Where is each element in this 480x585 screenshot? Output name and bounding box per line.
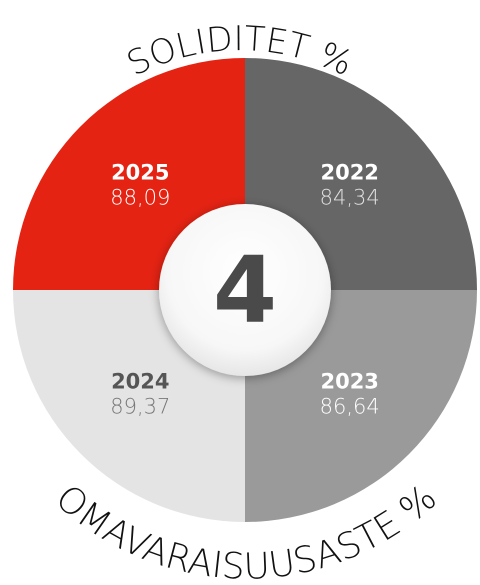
segment-label-2024: 2024 bbox=[111, 370, 169, 394]
center-number: 4 bbox=[213, 237, 277, 344]
segment-value-2022: 84,34 bbox=[320, 185, 380, 209]
segment-value-2024: 89,37 bbox=[110, 395, 170, 419]
segment-label-2023: 2023 bbox=[320, 370, 378, 394]
segment-label-2022: 2022 bbox=[320, 160, 378, 184]
segment-value-2023: 86,64 bbox=[320, 395, 380, 419]
center-circle bbox=[159, 204, 331, 376]
segment-label-2025: 2025 bbox=[111, 160, 169, 184]
segment-value-2025: 88,09 bbox=[110, 185, 170, 209]
